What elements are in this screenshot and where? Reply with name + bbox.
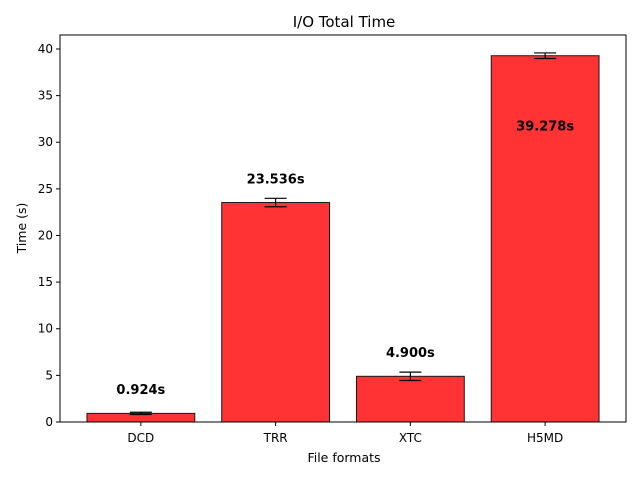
y-tick-label: 5 [45, 368, 53, 382]
x-tick-label: DCD [127, 431, 154, 445]
bar-trr [221, 202, 331, 423]
y-tick-label: 35 [38, 89, 53, 103]
data-label: 39.278s [516, 120, 574, 135]
bar-h5md [490, 55, 600, 423]
x-tick-label: TRR [263, 431, 288, 445]
y-tick-label: 30 [38, 135, 53, 149]
y-tick-label: 10 [38, 322, 53, 336]
plot-area: 0 5 10 15 20 25 30 35 40 DCD 0.924s TRR 23.536s XTC 4.… [38, 42, 600, 445]
data-label: 0.924s [116, 383, 165, 398]
y-axis-label: Time (s) [14, 203, 29, 255]
data-label: 23.536s [247, 172, 305, 187]
y-tick-label: 15 [38, 275, 53, 289]
data-label: 4.900s [386, 346, 435, 361]
x-tick-label: H5MD [527, 431, 563, 445]
y-tick-label: 25 [38, 182, 53, 196]
x-axis-label: File formats [307, 450, 380, 465]
x-tick-label: XTC [399, 431, 422, 445]
chart-title: I/O Total Time [293, 13, 396, 31]
y-tick-label: 20 [38, 228, 53, 242]
y-tick-label: 40 [38, 42, 53, 56]
bar-xtc [355, 375, 465, 423]
plot-frame [59, 34, 627, 423]
y-tick-label: 0 [45, 415, 53, 429]
